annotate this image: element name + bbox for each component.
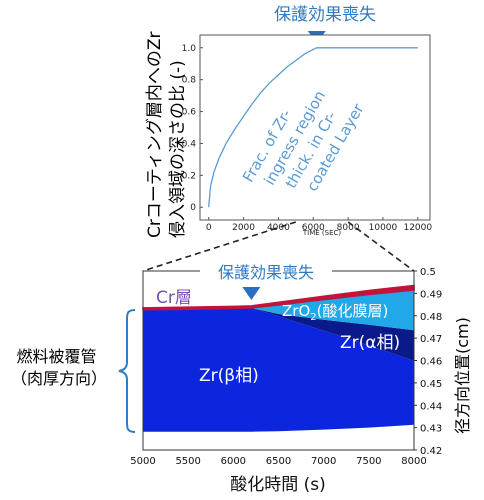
top-xtick-label: 4000 <box>267 223 290 233</box>
bottom-annotation-label: 保護効果喪失 <box>218 263 314 282</box>
bottom-xtick-label: 5000 <box>130 456 155 467</box>
top-ytick-label: 0.2 <box>182 171 196 181</box>
top-series-line <box>208 47 418 208</box>
cladding-brace <box>118 309 136 433</box>
top-chart-ylabel: Crコーティング層内へのZr 侵入領域の深さの比 (-) <box>145 32 188 238</box>
top-annotation-label: 保護効果喪失 <box>274 5 376 25</box>
bottom-ytick-label: 0.44 <box>420 401 442 412</box>
top-plot-frame <box>199 34 431 221</box>
label-zr-alpha: Zr(α相) <box>340 333 400 353</box>
bottom-xtick-label: 8000 <box>401 456 426 467</box>
top-xtick-label: 8000 <box>337 223 360 233</box>
bottom-xtick-label: 5500 <box>175 456 200 467</box>
top-ytick-label: 1.0 <box>182 44 197 54</box>
bottom-ytick-label: 0.5 <box>420 267 436 278</box>
bottom-ytick-label: 0.49 <box>420 289 442 300</box>
top-xtick-label: 0 <box>206 223 212 233</box>
bottom-ytick-label: 0.48 <box>420 312 442 323</box>
bottom-ytick-label: 0.42 <box>420 446 442 457</box>
top-ytick-label: 0 <box>190 203 196 213</box>
cladding-label: 燃料被覆管 （肉厚方向） <box>11 347 107 388</box>
region-zr-beta <box>143 307 414 432</box>
zoom-connector-left <box>142 221 297 272</box>
top-ytick-label: 0.8 <box>182 76 197 86</box>
top-xlabel: TIME (SEC) <box>302 229 342 237</box>
label-zro2: ZrO2(酸化膜層) <box>282 302 388 323</box>
bottom-xtick-label: 6500 <box>266 456 291 467</box>
bottom-xtick-label: 6000 <box>221 456 246 467</box>
zoom-connector-right <box>347 221 415 272</box>
top-chart: Crコーティング層内へのZr 侵入領域の深さの比 (-) 保護効果喪失 0 2000… <box>145 5 432 238</box>
bottom-annotation-marker <box>242 287 261 300</box>
bottom-xtick-label: 7000 <box>311 456 336 467</box>
top-ytick-label: 0.6 <box>182 108 197 118</box>
bottom-xtick-label: 7500 <box>356 456 381 467</box>
bottom-ytick-label: 0.46 <box>420 357 442 368</box>
top-ytick-label: 0.4 <box>182 139 197 149</box>
top-ticks: 0 2000 4000 6000 8000 10000 12000 0 0.2 0.4 0.6 0.8… <box>182 44 433 233</box>
bottom-annotation-bg <box>200 261 332 283</box>
bottom-ytick-label: 0.45 <box>420 379 442 390</box>
cladding-label-line2: （肉厚方向） <box>11 369 107 388</box>
top-xtick-label: 6000 <box>302 223 325 233</box>
label-cr-layer: Cr層 <box>156 288 192 308</box>
label-zr-beta: Zr(β相) <box>199 366 259 386</box>
top-xtick-label: 12000 <box>403 223 432 233</box>
region-zro2-oxide <box>143 290 414 331</box>
region-zr-alpha <box>143 307 414 361</box>
cladding-label-line1: 燃料被覆管 <box>16 347 96 366</box>
zoom-connectors <box>142 221 415 272</box>
bottom-xlabel: 酸化時間 (s) <box>230 475 326 495</box>
bottom-ytick-label: 0.43 <box>420 424 442 435</box>
bottom-ytick-label: 0.47 <box>420 334 442 345</box>
top-xtick-label: 10000 <box>369 223 398 233</box>
top-xtick-label: 2000 <box>232 223 255 233</box>
bottom-ylabel-right: 径方向位置(cm) <box>453 317 472 434</box>
